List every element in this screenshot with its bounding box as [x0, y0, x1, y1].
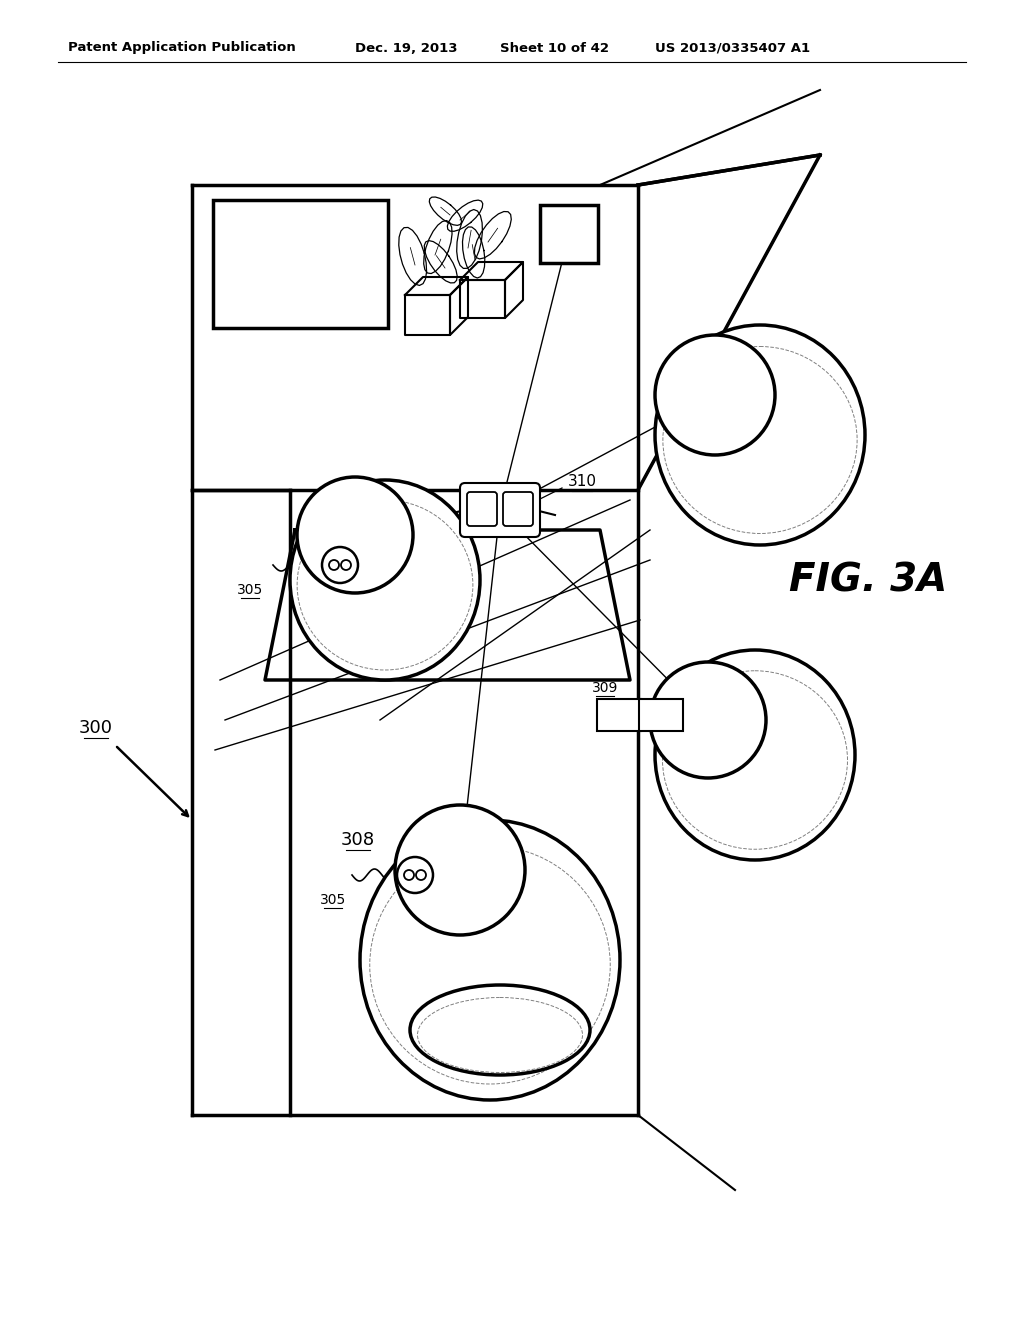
FancyBboxPatch shape: [540, 205, 598, 263]
Text: 300: 300: [79, 719, 113, 737]
Text: 307: 307: [554, 220, 581, 235]
Circle shape: [329, 560, 339, 570]
Ellipse shape: [655, 649, 855, 861]
Circle shape: [655, 335, 775, 455]
Ellipse shape: [655, 325, 865, 545]
Text: 305: 305: [237, 583, 263, 597]
Circle shape: [416, 870, 426, 880]
Text: 302: 302: [804, 751, 836, 770]
Circle shape: [395, 805, 525, 935]
Circle shape: [404, 870, 414, 880]
Text: Sheet 10 of 42: Sheet 10 of 42: [500, 41, 609, 54]
Text: 301: 301: [804, 421, 836, 440]
FancyBboxPatch shape: [460, 483, 540, 537]
Text: 303: 303: [514, 941, 546, 960]
Text: 309: 309: [592, 681, 618, 696]
Text: US 2013/0335407 A1: US 2013/0335407 A1: [655, 41, 810, 54]
Text: 305: 305: [608, 709, 630, 722]
Text: Dec. 19, 2013: Dec. 19, 2013: [355, 41, 458, 54]
Circle shape: [322, 546, 358, 583]
FancyBboxPatch shape: [213, 201, 388, 327]
Text: FIG. 3A: FIG. 3A: [788, 561, 947, 599]
Text: 310: 310: [567, 474, 597, 490]
Text: 306: 306: [285, 259, 319, 277]
Circle shape: [397, 857, 433, 894]
Circle shape: [297, 477, 413, 593]
Ellipse shape: [360, 820, 620, 1100]
FancyBboxPatch shape: [639, 700, 683, 731]
Ellipse shape: [410, 985, 590, 1074]
Text: 305: 305: [319, 894, 346, 907]
FancyBboxPatch shape: [503, 492, 534, 525]
Text: Patent Application Publication: Patent Application Publication: [68, 41, 296, 54]
FancyBboxPatch shape: [597, 700, 641, 731]
Circle shape: [650, 663, 766, 777]
Text: 304: 304: [432, 566, 464, 583]
Text: 308: 308: [341, 832, 375, 849]
Text: 315: 315: [650, 709, 672, 722]
Ellipse shape: [290, 480, 480, 680]
FancyBboxPatch shape: [467, 492, 497, 525]
Circle shape: [341, 560, 351, 570]
